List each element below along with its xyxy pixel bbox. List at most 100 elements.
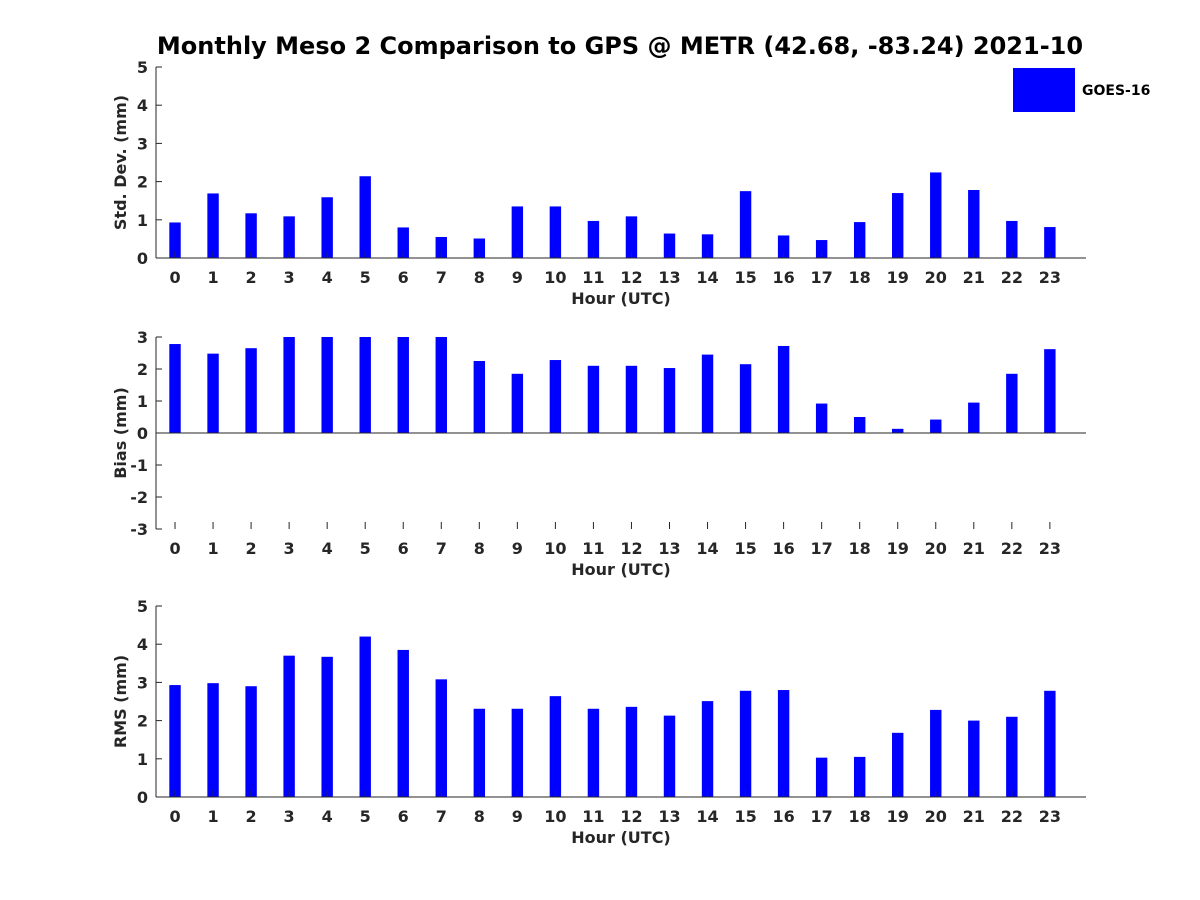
y-tick-label-rms: 4 xyxy=(137,635,148,654)
x-tick-label-rms: 5 xyxy=(360,807,371,826)
bar-rms-hour-23 xyxy=(1044,690,1056,797)
y-tick-label-rms: 0 xyxy=(137,788,148,807)
x-tick-label-bias: 18 xyxy=(849,539,871,558)
bar-bias-hour-7 xyxy=(435,337,447,433)
x-tick-label-rms: 14 xyxy=(696,807,718,826)
bar-std-dev-hour-11 xyxy=(587,220,600,258)
x-tick-label-bias: 8 xyxy=(474,539,485,558)
bar-std-dev-hour-21 xyxy=(968,190,980,258)
bar-rms-hour-11 xyxy=(587,708,600,797)
x-axis-label-bias: Hour (UTC) xyxy=(571,560,671,579)
x-tick-label-bias: 15 xyxy=(734,539,756,558)
x-tick-label-std-dev: 18 xyxy=(849,268,871,287)
bar-rms-hour-13 xyxy=(663,715,676,797)
x-tick-label-std-dev: 15 xyxy=(734,268,756,287)
y-tick-label-std-dev: 2 xyxy=(137,173,148,192)
x-tick-label-rms: 13 xyxy=(658,807,680,826)
x-tick-label-bias: 13 xyxy=(658,539,680,558)
x-tick-label-rms: 10 xyxy=(544,807,566,826)
y-tick-label-rms: 5 xyxy=(137,597,148,616)
x-tick-label-bias: 0 xyxy=(169,539,180,558)
x-tick-label-bias: 19 xyxy=(887,539,909,558)
x-tick-label-std-dev: 0 xyxy=(169,268,180,287)
x-tick-label-rms: 12 xyxy=(620,807,642,826)
x-tick-label-bias: 5 xyxy=(360,539,371,558)
y-tick-label-bias: -2 xyxy=(130,488,148,507)
bar-bias-hour-12 xyxy=(625,365,638,433)
bar-bias-hour-8 xyxy=(473,361,486,433)
y-tick-label-rms: 2 xyxy=(137,712,148,731)
bar-bias-hour-2 xyxy=(245,348,257,433)
bar-bias-hour-20 xyxy=(930,419,942,433)
x-tick-label-std-dev: 21 xyxy=(963,268,985,287)
bar-rms-hour-20 xyxy=(930,709,942,797)
bar-std-dev-hour-5 xyxy=(359,176,371,258)
x-tick-label-bias: 17 xyxy=(811,539,833,558)
bar-rms-hour-2 xyxy=(245,686,257,797)
x-tick-label-rms: 19 xyxy=(887,807,909,826)
bar-bias-hour-17 xyxy=(815,403,828,433)
x-tick-label-std-dev: 7 xyxy=(436,268,447,287)
bar-bias-hour-19 xyxy=(892,428,904,433)
bar-rms-hour-1 xyxy=(207,683,219,797)
bar-bias-hour-6 xyxy=(397,337,409,433)
x-tick-label-std-dev: 22 xyxy=(1001,268,1023,287)
y-tick-label-bias: 3 xyxy=(137,328,148,347)
x-tick-label-std-dev: 23 xyxy=(1039,268,1061,287)
bar-std-dev-hour-7 xyxy=(435,236,447,258)
bar-rms-hour-16 xyxy=(777,690,790,797)
y-axis-label-bias: Bias (mm) xyxy=(111,387,130,479)
bar-bias-hour-23 xyxy=(1044,349,1056,433)
x-tick-label-rms: 11 xyxy=(582,807,604,826)
bar-std-dev-hour-15 xyxy=(739,191,752,258)
x-tick-label-bias: 14 xyxy=(696,539,718,558)
bar-rms-hour-4 xyxy=(321,656,333,797)
bar-rms-hour-12 xyxy=(625,706,638,797)
x-tick-label-std-dev: 14 xyxy=(696,268,718,287)
legend: GOES-16 xyxy=(1013,68,1150,112)
x-tick-label-rms: 4 xyxy=(322,807,333,826)
x-tick-label-bias: 7 xyxy=(436,539,447,558)
x-tick-label-rms: 17 xyxy=(811,807,833,826)
bar-std-dev-hour-17 xyxy=(815,240,828,258)
bar-bias-hour-22 xyxy=(1006,373,1018,433)
x-tick-label-rms: 18 xyxy=(849,807,871,826)
y-tick-label-bias: 1 xyxy=(137,392,148,411)
bar-bias-hour-16 xyxy=(777,345,790,433)
bar-bias-hour-18 xyxy=(853,417,866,433)
bar-bias-hour-15 xyxy=(739,364,752,433)
bar-std-dev-hour-4 xyxy=(321,197,333,258)
bar-rms-hour-15 xyxy=(739,690,752,797)
bar-rms-hour-0 xyxy=(169,685,181,797)
x-axis-label-std-dev: Hour (UTC) xyxy=(571,289,671,308)
x-tick-label-std-dev: 8 xyxy=(474,268,485,287)
bar-std-dev-hour-1 xyxy=(207,193,219,258)
bar-std-dev-hour-16 xyxy=(777,235,790,258)
bar-bias-hour-5 xyxy=(359,337,371,433)
bar-rms-hour-7 xyxy=(435,679,447,797)
x-tick-label-rms: 0 xyxy=(169,807,180,826)
x-tick-label-bias: 1 xyxy=(207,539,218,558)
x-tick-label-std-dev: 20 xyxy=(925,268,947,287)
bar-rms-hour-21 xyxy=(968,720,980,797)
x-tick-label-bias: 12 xyxy=(620,539,642,558)
bar-std-dev-hour-20 xyxy=(930,172,942,258)
bar-std-dev-hour-3 xyxy=(283,216,295,258)
x-tick-label-rms: 1 xyxy=(207,807,218,826)
bar-bias-hour-21 xyxy=(968,402,980,433)
x-tick-label-std-dev: 1 xyxy=(207,268,218,287)
x-tick-label-rms: 7 xyxy=(436,807,447,826)
y-tick-label-bias: -1 xyxy=(130,456,148,475)
legend-label-goes-16: GOES-16 xyxy=(1082,83,1150,99)
y-tick-label-bias: 2 xyxy=(137,360,148,379)
x-tick-label-rms: 21 xyxy=(963,807,985,826)
bar-bias-hour-9 xyxy=(511,373,524,433)
x-tick-label-bias: 10 xyxy=(544,539,566,558)
x-tick-label-std-dev: 6 xyxy=(398,268,409,287)
x-tick-label-rms: 23 xyxy=(1039,807,1061,826)
bar-bias-hour-11 xyxy=(587,365,600,433)
x-tick-label-bias: 20 xyxy=(925,539,947,558)
